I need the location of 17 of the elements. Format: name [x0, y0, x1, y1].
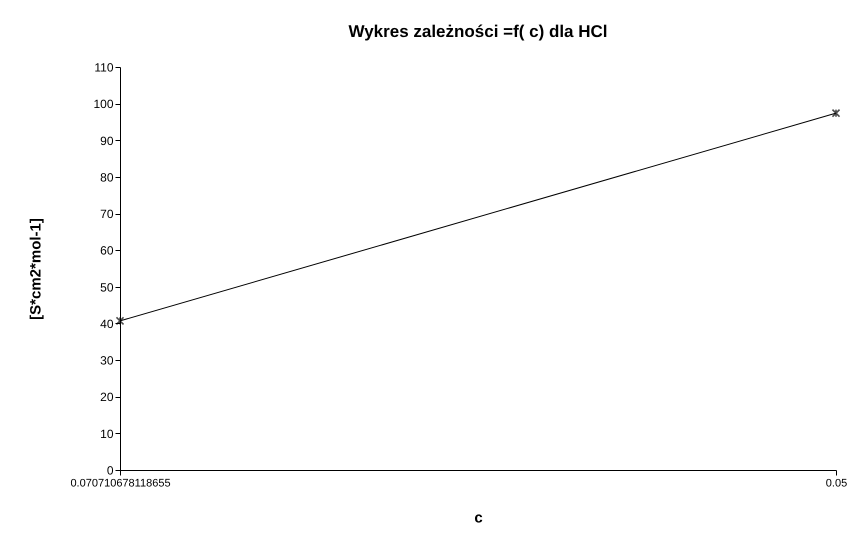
y-tick-label: 40 [100, 316, 114, 331]
y-axis-title: [S*cm2*mol-1] [27, 218, 44, 320]
x-tick-label: 0.05 [826, 478, 848, 490]
y-tick-label: 80 [100, 170, 114, 184]
y-tick-label: 110 [94, 60, 114, 74]
y-tick-label: 90 [100, 134, 114, 148]
y-tick-label: 100 [93, 97, 114, 112]
y-tick-label: 10 [100, 426, 114, 441]
y-tick-label: 50 [100, 280, 114, 294]
y-tick-label: 70 [100, 207, 114, 222]
y-tick-label: 0 [106, 464, 114, 478]
x-tick-label: 0.070710678118655 [70, 478, 171, 490]
y-tick-label: 20 [100, 390, 114, 404]
y-tick-label: 30 [100, 354, 114, 368]
y-tick-label: 60 [100, 244, 114, 258]
chart-title: Wykres zależności =f( c) dla HCl [348, 22, 608, 41]
x-axis-title: c [474, 510, 483, 526]
